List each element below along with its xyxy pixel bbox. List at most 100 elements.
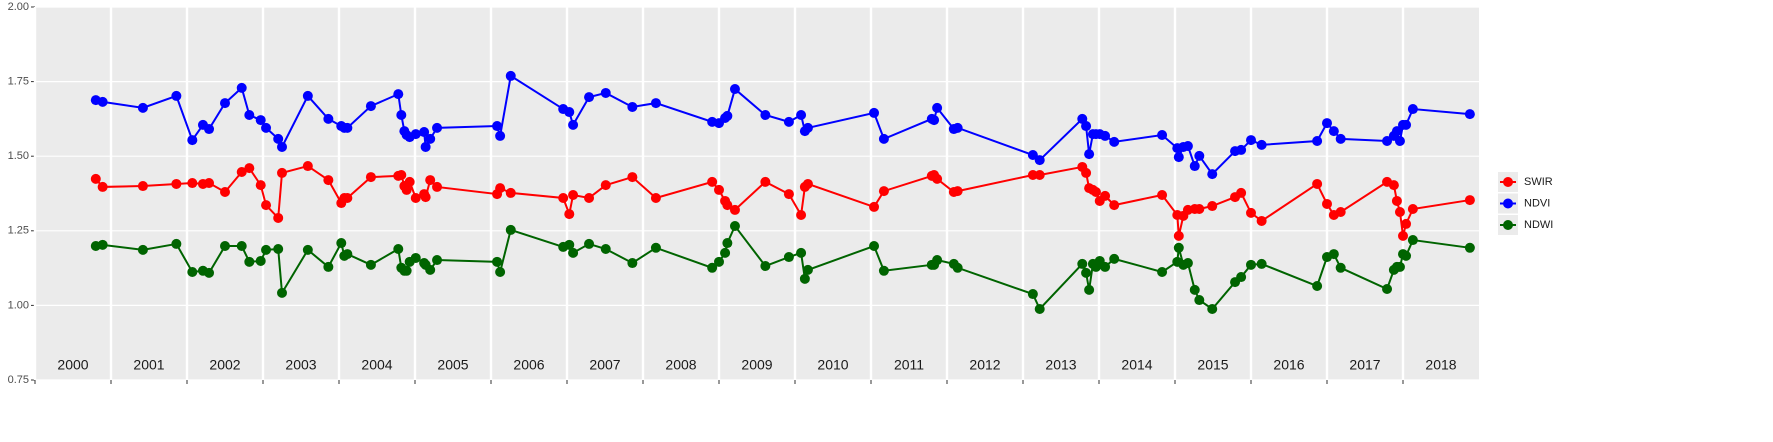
point xyxy=(236,167,247,178)
point xyxy=(302,161,313,172)
point xyxy=(760,110,771,121)
point xyxy=(878,133,889,144)
point xyxy=(952,186,963,197)
point xyxy=(932,102,943,113)
point xyxy=(277,167,287,178)
point xyxy=(707,262,718,273)
point xyxy=(714,256,724,267)
point xyxy=(1394,207,1405,218)
point xyxy=(1090,187,1101,198)
point xyxy=(323,261,334,272)
legend-point xyxy=(1503,220,1513,230)
point xyxy=(410,252,421,263)
point xyxy=(1391,126,1402,137)
point xyxy=(929,115,940,126)
point xyxy=(1322,118,1332,129)
point xyxy=(932,255,943,266)
x-tick-label: 2013 xyxy=(1045,357,1076,373)
point xyxy=(1312,135,1323,146)
point xyxy=(410,129,421,140)
point xyxy=(568,189,579,200)
point xyxy=(425,175,436,186)
point xyxy=(1236,187,1247,198)
point xyxy=(802,178,813,189)
x-tick-label: 2017 xyxy=(1349,357,1380,373)
point xyxy=(273,133,284,144)
point xyxy=(365,172,376,183)
point xyxy=(505,187,516,198)
point xyxy=(1312,281,1323,292)
point xyxy=(1401,250,1412,261)
x-tick-label: 2001 xyxy=(133,357,164,373)
point xyxy=(1157,189,1168,200)
point xyxy=(365,101,376,112)
point xyxy=(650,192,661,203)
point xyxy=(1464,109,1475,120)
point xyxy=(342,249,353,260)
point xyxy=(1084,149,1095,160)
point xyxy=(1157,266,1168,277)
point xyxy=(1312,178,1323,189)
point xyxy=(802,122,813,133)
point xyxy=(1109,253,1120,264)
point xyxy=(425,133,436,144)
point xyxy=(729,221,740,232)
point xyxy=(878,265,889,276)
point xyxy=(796,247,807,258)
y-tick-label: 2.00 xyxy=(8,1,29,13)
point xyxy=(342,192,353,203)
point xyxy=(796,110,807,121)
point xyxy=(600,87,611,98)
x-tick-label: 2009 xyxy=(741,357,772,373)
point xyxy=(1394,261,1405,272)
point xyxy=(401,184,412,195)
point xyxy=(236,241,247,252)
point xyxy=(1084,284,1095,295)
point xyxy=(1194,295,1205,306)
x-tick-label: 2014 xyxy=(1121,357,1152,373)
point xyxy=(396,169,407,180)
point xyxy=(505,224,516,235)
point xyxy=(1246,207,1256,218)
point xyxy=(137,102,148,113)
point xyxy=(255,255,266,266)
point xyxy=(495,183,506,194)
point xyxy=(564,209,575,220)
point xyxy=(1157,130,1168,141)
point xyxy=(404,176,415,187)
point xyxy=(722,110,733,121)
point xyxy=(187,266,198,277)
point xyxy=(729,84,740,95)
point xyxy=(1034,155,1045,166)
point xyxy=(783,116,794,127)
point xyxy=(600,180,611,191)
point xyxy=(277,141,287,152)
point xyxy=(1382,283,1393,294)
point xyxy=(1328,249,1339,260)
point xyxy=(869,241,880,252)
point xyxy=(273,244,284,255)
point xyxy=(244,256,255,267)
legend-label: NDVI xyxy=(1524,197,1550,209)
x-tick-label: 2007 xyxy=(589,357,620,373)
point xyxy=(255,115,266,126)
point xyxy=(1246,135,1256,146)
point xyxy=(401,265,412,276)
x-tick-label: 2006 xyxy=(513,357,544,373)
point xyxy=(1236,272,1247,283)
point xyxy=(564,107,575,118)
point xyxy=(261,244,272,255)
point xyxy=(204,124,215,135)
point xyxy=(722,238,733,249)
point xyxy=(1109,200,1120,211)
point xyxy=(171,178,182,189)
x-tick-label: 2011 xyxy=(894,357,924,373)
point xyxy=(1034,169,1045,180)
point xyxy=(393,89,404,100)
point xyxy=(1407,104,1418,115)
point xyxy=(432,122,443,133)
point xyxy=(1081,167,1092,178)
point xyxy=(1256,139,1267,150)
point xyxy=(1173,242,1184,253)
point xyxy=(714,184,724,195)
